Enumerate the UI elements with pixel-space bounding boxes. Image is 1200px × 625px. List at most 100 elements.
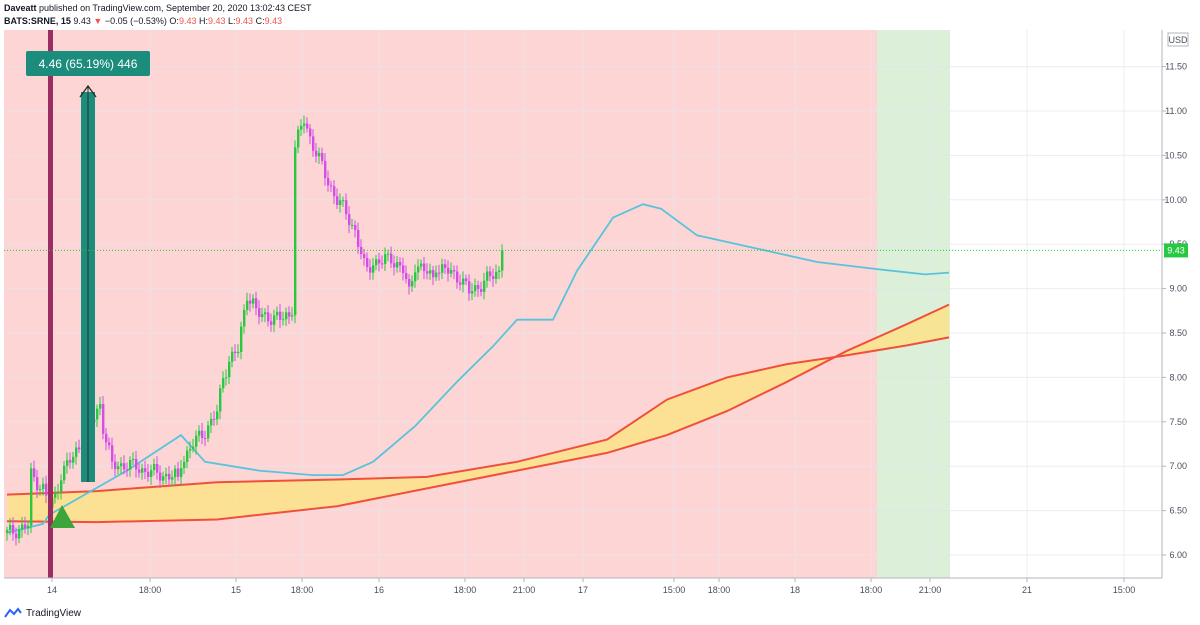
symbol-label[interactable]: BATS:SRNE, 15: [4, 16, 71, 26]
candle[interactable]: [372, 257, 375, 280]
candle[interactable]: [45, 475, 48, 504]
candle[interactable]: [342, 196, 345, 207]
candle[interactable]: [243, 304, 246, 334]
candle[interactable]: [108, 437, 111, 450]
candle[interactable]: [318, 147, 321, 165]
candle[interactable]: [426, 263, 429, 280]
candle[interactable]: [33, 460, 36, 482]
candle[interactable]: [183, 455, 186, 474]
candle[interactable]: [495, 264, 498, 284]
candle[interactable]: [60, 474, 63, 500]
candle[interactable]: [339, 193, 342, 213]
candle[interactable]: [429, 263, 432, 280]
candle[interactable]: [501, 244, 504, 278]
candle[interactable]: [165, 467, 168, 485]
candle[interactable]: [321, 147, 324, 165]
candle[interactable]: [474, 278, 477, 297]
candle[interactable]: [69, 452, 72, 469]
candle[interactable]: [231, 346, 234, 368]
candle[interactable]: [186, 445, 189, 469]
candle[interactable]: [216, 404, 219, 426]
candle[interactable]: [297, 125, 300, 154]
candle[interactable]: [363, 248, 366, 266]
candle[interactable]: [141, 463, 144, 480]
candle[interactable]: [336, 188, 339, 209]
candle[interactable]: [210, 412, 213, 433]
candle[interactable]: [78, 439, 81, 454]
candle[interactable]: [117, 461, 120, 475]
candle[interactable]: [288, 306, 291, 325]
candle[interactable]: [378, 252, 381, 272]
candle[interactable]: [282, 311, 285, 326]
candle[interactable]: [276, 306, 279, 320]
candle[interactable]: [393, 255, 396, 276]
candle[interactable]: [285, 307, 288, 326]
candle[interactable]: [357, 222, 360, 254]
candle[interactable]: [138, 463, 141, 478]
candle[interactable]: [324, 153, 327, 186]
candle[interactable]: [75, 441, 78, 465]
candle[interactable]: [480, 281, 483, 297]
candle[interactable]: [438, 264, 441, 281]
candle[interactable]: [234, 344, 237, 362]
candle[interactable]: [354, 220, 357, 238]
candle[interactable]: [114, 454, 117, 477]
candle[interactable]: [57, 483, 60, 500]
candle[interactable]: [267, 305, 270, 327]
candle[interactable]: [96, 404, 99, 428]
candle[interactable]: [462, 271, 465, 293]
candle[interactable]: [24, 516, 27, 534]
candle[interactable]: [483, 272, 486, 300]
candle[interactable]: [270, 313, 273, 332]
candle[interactable]: [300, 119, 303, 137]
candle[interactable]: [123, 455, 126, 475]
candle[interactable]: [456, 265, 459, 289]
candle[interactable]: [168, 465, 171, 486]
candle[interactable]: [18, 525, 21, 544]
candle[interactable]: [63, 461, 66, 484]
candle[interactable]: [195, 430, 198, 455]
candle[interactable]: [180, 460, 183, 485]
candle[interactable]: [126, 462, 129, 477]
candle[interactable]: [306, 117, 309, 133]
candle[interactable]: [42, 477, 45, 496]
candle[interactable]: [159, 465, 162, 489]
candle[interactable]: [477, 280, 480, 297]
candle[interactable]: [291, 307, 294, 321]
candle[interactable]: [207, 421, 210, 443]
candle[interactable]: [225, 369, 228, 386]
candle[interactable]: [366, 252, 369, 272]
candle[interactable]: [489, 266, 492, 282]
candle[interactable]: [99, 396, 102, 416]
candle[interactable]: [255, 291, 258, 316]
candle[interactable]: [303, 115, 306, 134]
candle[interactable]: [294, 140, 297, 324]
candle[interactable]: [471, 283, 474, 301]
candle[interactable]: [213, 410, 216, 426]
candle[interactable]: [132, 452, 135, 465]
candle[interactable]: [204, 430, 207, 447]
candle[interactable]: [66, 452, 69, 474]
candle[interactable]: [174, 465, 177, 485]
candle[interactable]: [381, 255, 384, 269]
candle[interactable]: [135, 450, 138, 478]
candle[interactable]: [384, 247, 387, 271]
candle[interactable]: [387, 249, 390, 262]
candle[interactable]: [150, 464, 153, 485]
candle[interactable]: [111, 437, 114, 470]
candle[interactable]: [348, 206, 351, 234]
author-name[interactable]: Daveatt: [4, 3, 37, 13]
candle[interactable]: [6, 526, 9, 541]
candle[interactable]: [201, 422, 204, 445]
candle[interactable]: [417, 259, 420, 280]
candle[interactable]: [423, 256, 426, 280]
candle[interactable]: [177, 461, 180, 481]
candle[interactable]: [228, 355, 231, 385]
candle[interactable]: [12, 517, 15, 541]
candle[interactable]: [468, 274, 471, 302]
candle[interactable]: [261, 307, 264, 322]
candle[interactable]: [492, 268, 495, 287]
candle[interactable]: [120, 457, 123, 475]
candle[interactable]: [246, 292, 249, 316]
